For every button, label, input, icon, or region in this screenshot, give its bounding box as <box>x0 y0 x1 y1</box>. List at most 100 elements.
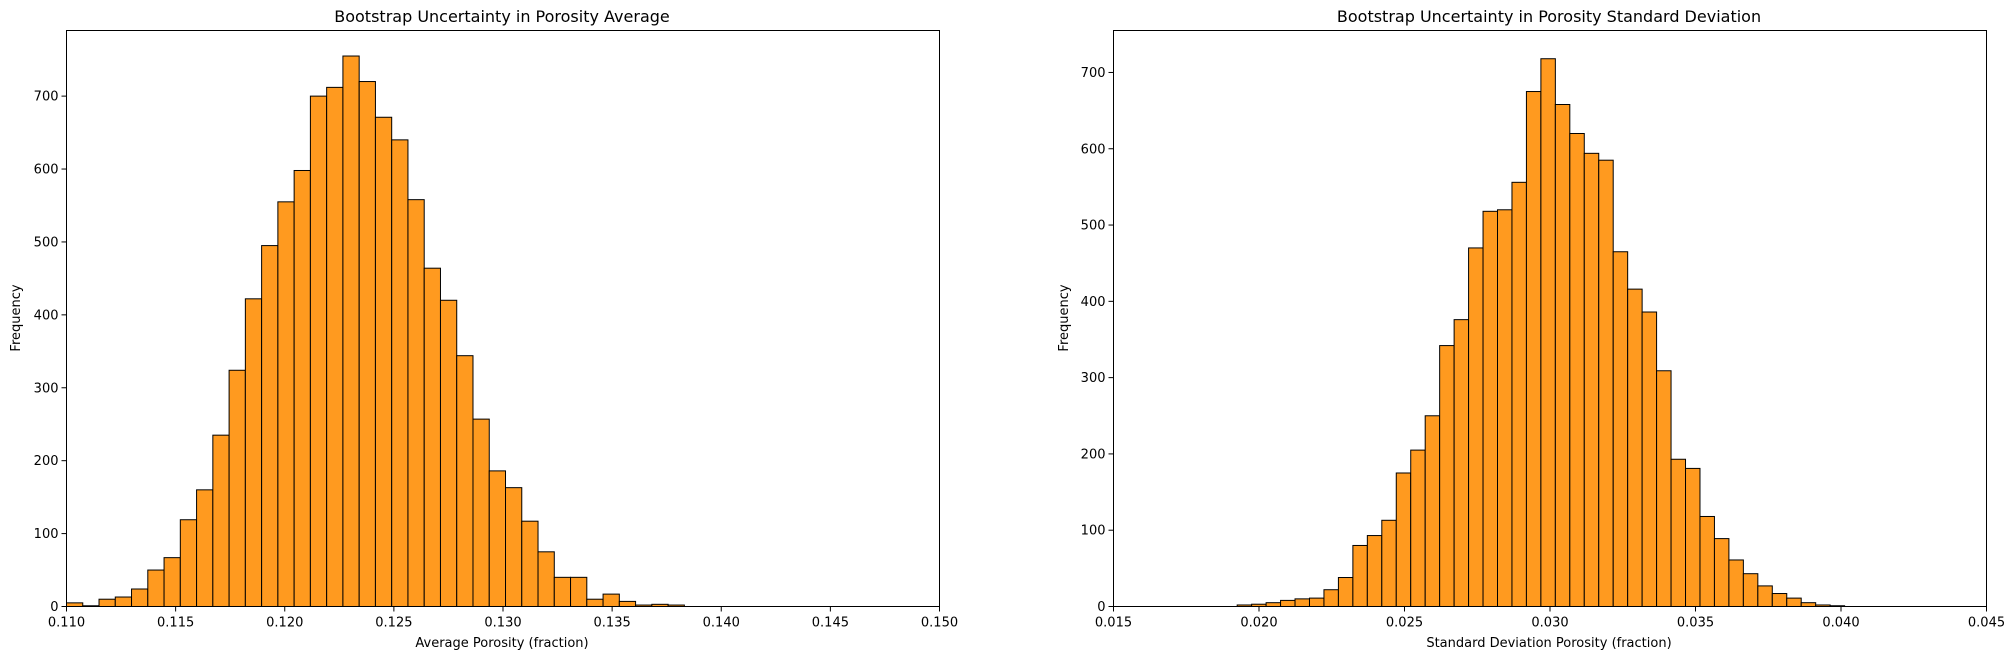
histogram-bar <box>309 95 328 608</box>
histogram-bar <box>1424 415 1441 607</box>
histogram-bar <box>1294 598 1310 607</box>
x-tick-label: 0.110 <box>48 616 85 631</box>
x-tick-label: 0.140 <box>703 616 740 631</box>
y-tick-label: 300 <box>34 381 59 396</box>
x-tick-label: 0.015 <box>1095 616 1132 631</box>
histogram-bar <box>391 139 409 607</box>
x-tick-label: 0.035 <box>1677 616 1714 631</box>
y-axis-ticks: 0 100 200 300 400 500 600 700 <box>34 90 67 615</box>
histogram-bar <box>1525 91 1542 607</box>
histogram-bar <box>358 81 376 608</box>
histogram-bar <box>179 519 198 607</box>
histogram-bar <box>147 569 165 608</box>
histogram-bar <box>1482 210 1499 607</box>
y-tick-label: 400 <box>34 308 59 323</box>
y-tick-label: 0 <box>1097 600 1105 615</box>
histogram-bar <box>1656 370 1672 608</box>
y-tick-label: 700 <box>34 90 59 105</box>
y-tick-label: 400 <box>1081 295 1106 310</box>
x-tick-label: 0.150 <box>921 616 958 631</box>
histogram-bar <box>131 588 149 608</box>
histogram-bar <box>1308 597 1325 608</box>
histogram-bar <box>1395 472 1412 607</box>
histogram-bar <box>1337 577 1354 608</box>
histogram-bar <box>1366 535 1383 608</box>
x-tick-label: 0.025 <box>1386 616 1423 631</box>
histogram-bar <box>1323 589 1339 607</box>
x-tick-label: 0.040 <box>1822 616 1859 631</box>
histogram-bar <box>326 86 344 607</box>
histogram-bars <box>66 55 685 608</box>
histogram-bar <box>1410 449 1426 608</box>
y-tick-label: 300 <box>1081 371 1106 386</box>
histogram-bar <box>472 418 490 607</box>
histogram-bar <box>1439 345 1455 607</box>
histogram-bar <box>1265 602 1282 607</box>
y-axis-label: Frequency <box>9 284 24 351</box>
histogram-bar <box>374 116 393 607</box>
histogram-bar <box>1598 159 1614 607</box>
histogram-bar <box>163 557 181 607</box>
histogram-bar <box>1757 585 1773 607</box>
y-tick-label: 200 <box>34 454 59 469</box>
histogram-bar <box>1699 515 1715 607</box>
y-tick-label: 500 <box>1081 219 1106 234</box>
histogram-bar <box>1771 593 1788 607</box>
histogram-bar <box>407 199 425 608</box>
x-tick-label: 0.120 <box>266 616 303 631</box>
histogram-bar <box>98 598 116 608</box>
chart-std-porosity: Bootstrap Uncertainty in Porosity Standa… <box>1057 7 2005 651</box>
histogram-bar <box>293 169 311 607</box>
histogram-bar <box>1742 573 1759 607</box>
histogram-bar <box>277 201 295 607</box>
x-tick-label: 0.125 <box>375 616 412 631</box>
x-tick-label: 0.020 <box>1240 616 1277 631</box>
histogram-bar <box>1670 458 1687 608</box>
histogram-bar <box>1554 104 1571 607</box>
histogram-bar <box>1381 519 1397 607</box>
histogram-bar <box>66 602 84 608</box>
histogram-bar <box>602 593 620 607</box>
histogram-bar <box>1540 58 1556 607</box>
histogram-bar <box>423 267 441 607</box>
histogram-bar <box>1713 538 1730 607</box>
histogram-bar <box>1800 602 1817 607</box>
histogram-bar <box>1453 319 1470 607</box>
chart-average-porosity: Bootstrap Uncertainty in Porosity Averag… <box>9 7 958 651</box>
histogram-bar <box>439 299 458 607</box>
histogram-bar <box>1728 559 1744 608</box>
histogram-bar <box>505 487 523 607</box>
x-tick-label: 0.135 <box>594 616 631 631</box>
x-axis-ticks: 0.110 0.115 0.120 0.125 0.130 0.135 0.140 0.145… <box>48 606 958 631</box>
histogram-bar <box>537 551 555 608</box>
histogram-bar <box>212 434 230 607</box>
histogram-bar <box>244 298 263 607</box>
histogram-bar <box>553 576 572 608</box>
x-tick-label: 0.145 <box>812 616 849 631</box>
histogram-bar <box>114 596 133 608</box>
histogram-bar <box>456 355 474 607</box>
x-tick-label: 0.045 <box>1968 616 2005 631</box>
histogram-bar <box>1280 599 1296 607</box>
histogram-bar <box>1352 544 1368 607</box>
chart-title: Bootstrap Uncertainty in Porosity Averag… <box>334 7 670 26</box>
y-axis-label: Frequency <box>1057 284 1072 351</box>
histogram-bar <box>586 598 604 608</box>
y-tick-label: 100 <box>1081 524 1106 539</box>
histogram-bar <box>1685 467 1701 608</box>
histogram-bar <box>261 245 279 608</box>
histogram-bar <box>196 489 214 607</box>
chart-title: Bootstrap Uncertainty in Porosity Standa… <box>1337 7 1761 26</box>
y-tick-label: 600 <box>34 163 59 178</box>
x-axis-label: Standard Deviation Porosity (fraction) <box>1426 636 1671 651</box>
x-tick-label: 0.130 <box>484 616 521 631</box>
x-tick-label: 0.115 <box>157 616 194 631</box>
histogram-bar <box>1786 597 1802 608</box>
x-tick-label: 0.030 <box>1531 616 1568 631</box>
histogram-bar <box>1612 251 1629 607</box>
histogram-bar <box>1641 311 1658 607</box>
x-axis-label: Average Porosity (fraction) <box>415 636 588 651</box>
y-tick-label: 500 <box>34 235 59 250</box>
x-axis-ticks: 0.015 0.020 0.025 0.030 0.035 0.040 0.045 <box>1095 606 2005 631</box>
